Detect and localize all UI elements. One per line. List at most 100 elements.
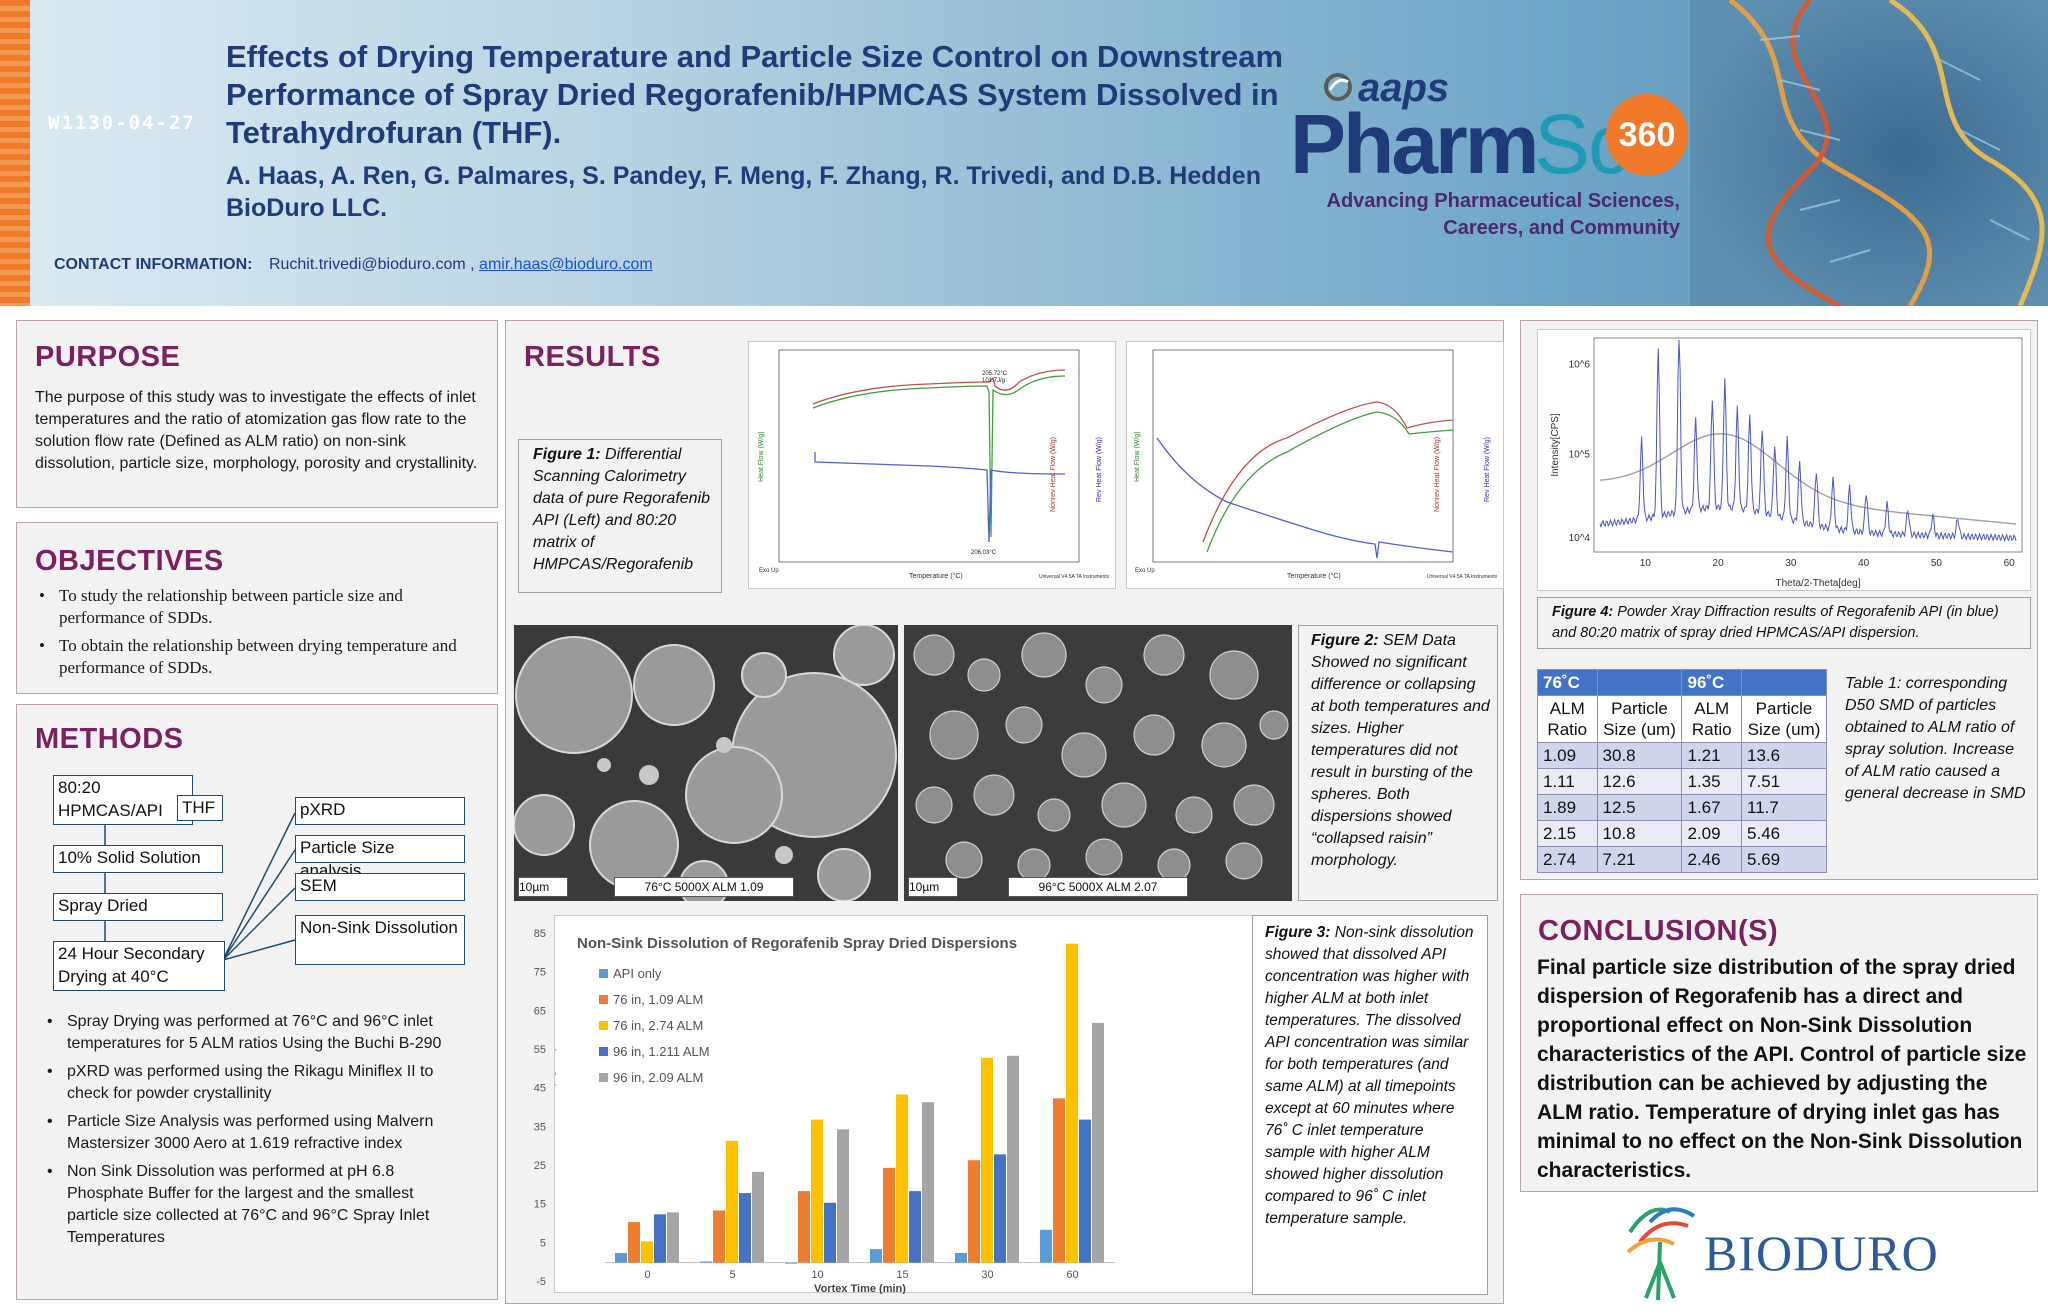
title-line-2: Performance of Spray Dried Regorafenib/H… [226, 77, 1279, 112]
table-cell: 10.8 [1596, 820, 1683, 847]
table-1-caption: Table 1: corresponding D50 SMD of partic… [1845, 675, 2026, 802]
bioduro-logo: BIODURO [1610, 1192, 1950, 1312]
dsc-peak-label-3: 206.03°C [971, 550, 997, 556]
x-tick-label: 40 [1858, 558, 1870, 569]
dsc-y-label: Heat Flow (W/g) [758, 431, 765, 482]
table-cell: 7.21 [1596, 846, 1683, 873]
bar [1079, 1119, 1091, 1263]
x-tick-label: 30 [1785, 558, 1797, 569]
figure-3-caption: Figure 3: Non-sink dissolution showed th… [1265, 922, 1477, 1230]
methods-bullet: Particle Size Analysis was performed usi… [43, 1111, 463, 1155]
flow-box-thf: THF [177, 795, 223, 821]
objectives-list: To study the relationship between partic… [35, 585, 481, 685]
dsc-y-label-right-2: Rev Heat Flow (W/g) [1096, 437, 1103, 502]
dsc-peak-label-2: 101.7J/g [982, 378, 1005, 384]
pxrd-dispersion-line [1599, 433, 2017, 525]
table-cell: 12.5 [1596, 794, 1683, 821]
dissolution-chart: Non-Sink Dissolution of Regorafenib Spra… [544, 915, 1274, 1295]
pxrd-plot-svg: 10 20 30 40 50 60 10^4 10^5 10^6 Theta/2-Theta[de… [1550, 337, 2023, 589]
bar [726, 1140, 738, 1263]
flow-box-spray-dried: Spray Dried [53, 893, 223, 921]
bar [811, 1119, 823, 1263]
bar [1066, 943, 1078, 1263]
aaps-swirl-icon [1324, 73, 1352, 101]
table-col-alm: ALM Ratio [1681, 695, 1743, 743]
contact-label: CONTACT INFORMATION: [54, 256, 253, 273]
methods-bullet: Spray Drying was performed at 76°C and 9… [43, 1011, 463, 1055]
objectives-panel: OBJECTIVES To study the relationship bet… [16, 522, 498, 694]
figure-1-label: Figure 1: [533, 446, 601, 463]
figure-1-text: Differential Scanning Calorimetry data o… [533, 446, 711, 573]
objectives-heading: OBJECTIVES [35, 545, 224, 577]
purpose-panel: PURPOSE The purpose of this study was to… [16, 320, 498, 508]
flow-box-sem: SEM [295, 873, 465, 901]
legend-swatch [599, 1073, 608, 1082]
logo-pharm-text: Pharm [1290, 97, 1539, 191]
x-tick-label: 15 [896, 1269, 908, 1281]
table-cell: 7.51 [1741, 768, 1827, 795]
figure-2-caption-box: Figure 2: SEM Data Showed no significant… [1298, 625, 1498, 901]
header-banner: W1130-04-27 Effects of Drying Temperatur… [0, 0, 2048, 306]
table-header-76c: 76˚C [1537, 669, 1598, 696]
y-tick-label: 10^6 [1569, 360, 1591, 371]
table-col-particle-size: Particle Size (um) [1741, 695, 1827, 743]
table-row: 1.11 12.6 1.35 7.51 [1537, 768, 1827, 795]
x-axis-label: Theta/2-Theta[deg] [1775, 578, 1860, 589]
sem-96c-label: 96°C 5000X ALM 2.07 [1008, 877, 1188, 897]
affiliation: BioDuro LLC. [226, 194, 388, 222]
dsc-matrix-footer-right: Universal V4.5A TA Instruments [1427, 574, 1498, 580]
x-axis-label: Vortex Time (min) [814, 1283, 906, 1294]
sem-76c-label: 76°C 5000X ALM 1.09 [614, 877, 794, 897]
table-cell: 1.89 [1537, 794, 1598, 821]
dna-helix-image [1690, 0, 2048, 306]
legend-swatch [599, 1021, 608, 1030]
title-line-3: Tetrahydrofuran (THF). [226, 115, 562, 150]
sem-image-96c: 10µm 96°C 5000X ALM 2.07 [904, 625, 1292, 901]
bar [713, 1210, 725, 1263]
table-header-blank [1596, 669, 1683, 696]
x-tick-label: 10 [811, 1269, 823, 1281]
x-tick-label: 60 [2004, 558, 2016, 569]
legend-label: 96 in, 2.09 ALM [613, 1070, 703, 1085]
x-tick-label: 5 [729, 1269, 735, 1281]
table-cell: 13.6 [1741, 742, 1827, 769]
dsc-plot-matrix: Temperature (°C) Exo Up Universal V4.5A … [1126, 341, 1504, 589]
contact-information: CONTACT INFORMATION: Ruchit.trivedi@biod… [54, 256, 653, 274]
y-tick-label: 10^4 [1569, 533, 1591, 544]
dsc-footer-left: Exo Up [759, 568, 779, 574]
table-cell: 1.09 [1537, 742, 1598, 769]
table-row: 2.15 10.8 2.09 5.46 [1537, 820, 1827, 847]
x-tick-label: 50 [1931, 558, 1943, 569]
dsc-peak-label-1: 205.72°C [982, 371, 1008, 377]
bar [837, 1129, 849, 1263]
table-cell: 2.74 [1537, 846, 1598, 873]
objective-item: To study the relationship between partic… [35, 585, 481, 629]
contact-email-1: Ruchit.trivedi@bioduro.com , [268, 256, 475, 273]
figure-3-text: Non-sink dissolution showed that dissolv… [1265, 924, 1474, 1227]
table-cell: 1.11 [1537, 768, 1598, 795]
sem-76c-scale-bar: 10µm [518, 877, 568, 897]
flow-box-hpmcas-api: 80:20 HPMCAS/API [53, 775, 193, 825]
dsc-footer-right: Universal V4.5A TA Instruments [1039, 574, 1110, 580]
contact-email-link[interactable]: amir.haas@bioduro.com [479, 256, 653, 273]
dsc-matrix-y-label-right-1: Nonrev Heat Flow (W/g) [1434, 437, 1441, 512]
table-cell: 5.46 [1741, 820, 1827, 847]
legend-swatch [599, 1047, 608, 1056]
table-row: 1.09 30.8 1.21 13.6 [1537, 742, 1827, 769]
tagline-line-2: Careers, and Community [1443, 217, 1680, 239]
bar [667, 1212, 679, 1263]
results-panel: RESULTS Figure 1: Differential Scanning … [505, 320, 1504, 1304]
pharmsci-360-logo: aaps Pharm Sci 360 [1290, 66, 1690, 246]
conclusion-panel: CONCLUSION(S) [1520, 894, 2038, 1192]
bar [994, 1154, 1006, 1263]
results-heading: RESULTS [524, 341, 661, 373]
bar [641, 1241, 653, 1263]
dsc-matrix-y-label-right-2: Rev Heat Flow (W/g) [1484, 437, 1491, 502]
dissolution-y-axis-ticks: -5 5 15 25 35 45 55 65 75 85 [508, 915, 552, 1293]
figure-4-label: Figure 4: [1552, 604, 1614, 620]
methods-heading: METHODS [35, 723, 184, 755]
table-cell: 30.8 [1596, 742, 1683, 769]
poster-title: Effects of Drying Temperature and Partic… [226, 38, 1296, 152]
bar [955, 1253, 967, 1263]
